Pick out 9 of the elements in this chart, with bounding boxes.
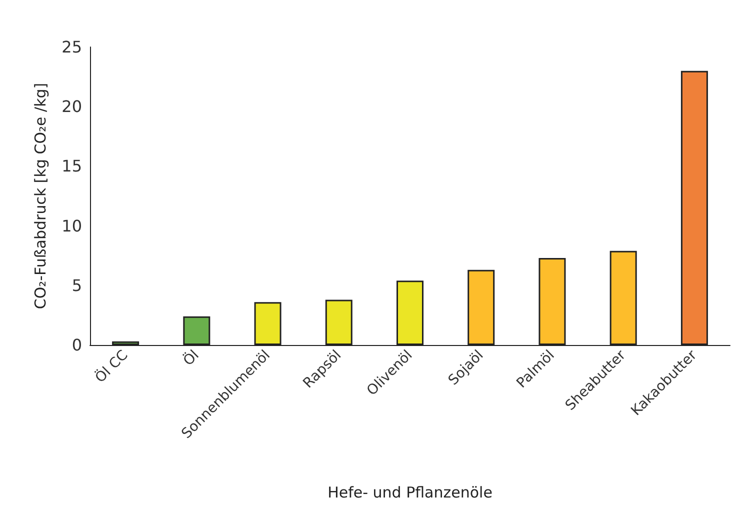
y-tick-label: 20 bbox=[62, 97, 82, 116]
y-tick-label: 10 bbox=[62, 216, 82, 236]
y-tick-label: 0 bbox=[72, 336, 82, 354]
y-tick-label: 5 bbox=[72, 276, 82, 295]
y-tick-label: 25 bbox=[62, 38, 82, 56]
x-tick-label: Öl CC bbox=[92, 346, 132, 386]
y-axis-title: CO₂-Fußabdruck [kg CO₂e /kg] bbox=[32, 82, 50, 310]
y-tick-label: 15 bbox=[62, 156, 82, 176]
x-axis-title: Hefe- und Pflanzenöle bbox=[328, 484, 492, 502]
